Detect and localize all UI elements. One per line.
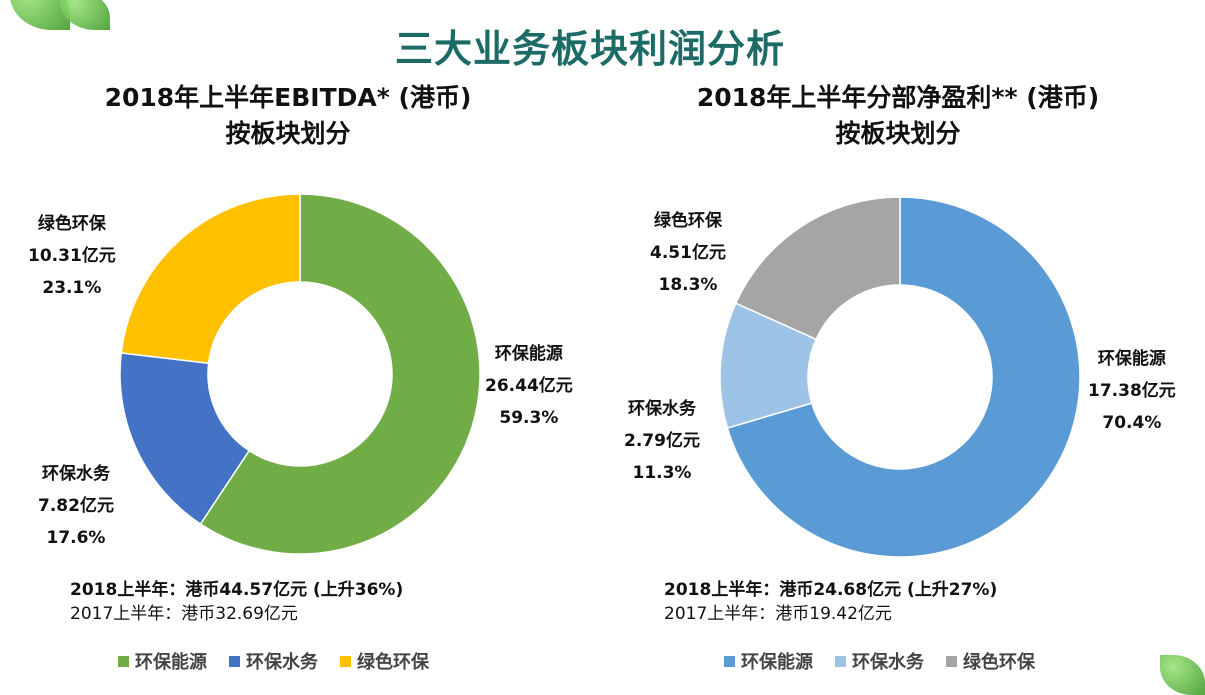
- label-percent: 18.3%: [658, 275, 718, 295]
- chart-title-left: 2018年上半年EBITDA* (港币) 按板块划分: [8, 80, 568, 152]
- legend-item: 环保水务: [229, 648, 318, 674]
- label-category: 环保能源: [494, 344, 563, 364]
- legend-item: 环保能源: [724, 648, 813, 674]
- label-value: 7.82亿元: [38, 496, 114, 516]
- label-percent: 23.1%: [42, 278, 102, 298]
- data-label-water: 环保水务 2.79亿元 11.3%: [624, 393, 700, 489]
- chart-title-line1: 2018年上半年EBITDA* (港币): [104, 83, 472, 112]
- label-value: 26.44亿元: [485, 376, 573, 396]
- data-label-water: 环保水务 7.82亿元 17.6%: [38, 458, 114, 554]
- chart-title-line1: 2018年上半年分部净盈利** (港币): [696, 83, 1100, 112]
- legend-item: 环保水务: [835, 648, 924, 674]
- label-category: 环保能源: [1097, 349, 1166, 369]
- summary-left: 2018上半年：港币44.57亿元 (上升36%) 2017上半年：港币32.6…: [70, 578, 403, 626]
- data-label-energy: 环保能源 17.38亿元 70.4%: [1088, 343, 1176, 439]
- page-title: 三大业务板块利润分析: [394, 27, 785, 71]
- summary-2017: 2017上半年：港币32.69亿元: [70, 604, 298, 624]
- donut-slice-water: [119, 352, 251, 526]
- legend-label: 环保水务: [852, 652, 924, 673]
- label-percent: 59.3%: [499, 408, 559, 428]
- legend-label: 绿色环保: [963, 652, 1035, 673]
- summary-2017: 2017上半年：港币19.42亿元: [664, 604, 892, 624]
- label-value: 17.38亿元: [1088, 381, 1176, 401]
- legend-label: 环保能源: [741, 652, 813, 673]
- label-value: 2.79亿元: [624, 431, 700, 451]
- summary-right: 2018上半年：港币24.68亿元 (上升27%) 2017上半年：港币19.4…: [664, 578, 997, 626]
- data-label-energy: 环保能源 26.44亿元 59.3%: [485, 338, 573, 434]
- data-label-green: 绿色环保 10.31亿元 23.1%: [28, 208, 116, 304]
- donut-slice-green: [734, 196, 901, 341]
- donut-slice-green: [120, 193, 301, 365]
- legend-swatch: [724, 656, 735, 667]
- legend-right: 环保能源 环保水务 绿色环保: [724, 648, 1035, 674]
- label-category: 绿色环保: [653, 211, 722, 231]
- summary-2018: 2018上半年：港币24.68亿元 (上升27%): [664, 580, 998, 600]
- legend-swatch: [118, 656, 129, 667]
- summary-2018: 2018上半年：港币44.57亿元 (上升36%): [70, 580, 404, 600]
- legend-swatch: [946, 656, 957, 667]
- label-percent: 11.3%: [632, 463, 692, 483]
- data-label-green: 绿色环保 4.51亿元 18.3%: [650, 205, 726, 301]
- chart-title-line2: 按板块划分: [225, 119, 351, 148]
- legend-label: 绿色环保: [357, 652, 429, 673]
- legend-item: 绿色环保: [340, 648, 429, 674]
- label-percent: 17.6%: [46, 528, 106, 548]
- label-value: 4.51亿元: [650, 243, 726, 263]
- chart-title-line2: 按板块划分: [835, 119, 961, 148]
- chart-title-right: 2018年上半年分部净盈利** (港币) 按板块划分: [618, 80, 1178, 152]
- label-category: 绿色环保: [37, 214, 106, 234]
- donut-slice-energy: [199, 193, 481, 555]
- legend-swatch: [835, 656, 846, 667]
- label-value: 10.31亿元: [28, 246, 116, 266]
- legend-label: 环保水务: [246, 652, 318, 673]
- label-category: 环保水务: [627, 399, 696, 419]
- label-category: 环保水务: [41, 464, 110, 484]
- legend-item: 绿色环保: [946, 648, 1035, 674]
- legend-label: 环保能源: [135, 652, 207, 673]
- legend-left: 环保能源 环保水务 绿色环保: [118, 648, 429, 674]
- legend-swatch: [229, 656, 240, 667]
- legend-swatch: [340, 656, 351, 667]
- legend-item: 环保能源: [118, 648, 207, 674]
- donut-slice-energy: [726, 196, 1081, 558]
- label-percent: 70.4%: [1102, 413, 1162, 433]
